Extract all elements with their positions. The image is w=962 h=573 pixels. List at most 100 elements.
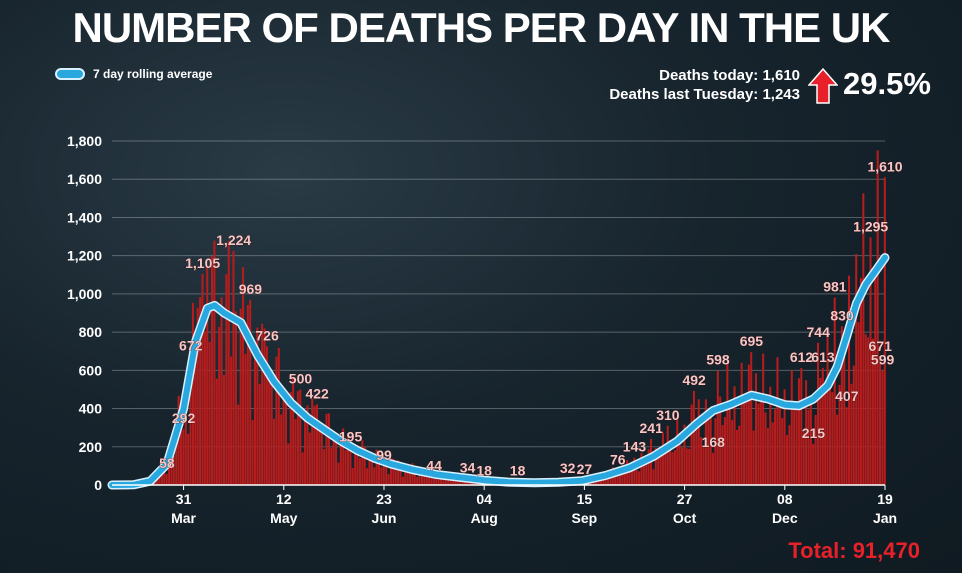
data-label: 407 [835,388,859,404]
daily-bar [339,433,342,485]
x-tick-month: Jun [372,510,397,526]
daily-bar [282,388,285,485]
daily-bar [232,251,235,485]
daily-bar [821,367,824,485]
daily-bar [249,299,252,485]
percent-change: 29.5% [843,66,931,101]
daily-bar [766,428,769,485]
daily-bar [833,297,836,485]
daily-bar [723,417,726,485]
daily-bar [628,465,631,485]
data-label: 695 [740,333,764,349]
y-tick-label: 400 [79,401,103,417]
daily-bar [261,323,264,485]
data-label: 99 [376,447,392,463]
data-label: 241 [640,420,664,436]
daily-bar [172,456,175,485]
daily-bar [358,458,361,485]
x-tick-day: 12 [276,491,292,507]
data-label: 32 [560,460,576,476]
daily-bar [785,434,789,485]
daily-bar [253,357,256,485]
daily-bar [382,466,385,485]
daily-bar [824,392,827,485]
red-up-arrow-icon [808,68,838,104]
legend-swatch-icon [55,68,85,80]
daily-bar [220,297,223,485]
data-label: 613 [811,349,835,365]
x-tick-day: 31 [176,491,192,507]
daily-bar [776,357,779,485]
daily-bar [299,389,302,485]
daily-bar [373,467,376,485]
data-label: 1,295 [853,219,888,235]
daily-bar [175,422,178,485]
daily-bar [645,462,648,485]
daily-bar [275,356,278,485]
daily-bar [712,452,715,485]
daily-bar [409,471,412,485]
daily-bar [838,385,841,485]
daily-bar [607,474,610,485]
daily-bar [187,433,190,485]
daily-bar [864,334,867,485]
daily-bar [778,404,781,485]
data-label: 492 [682,372,706,388]
daily-bar [681,447,684,485]
daily-bar [323,449,326,485]
daily-bar [406,466,409,485]
data-label: 726 [255,327,279,343]
daily-bar [201,273,204,485]
daily-bar [211,256,214,485]
daily-bar [256,327,259,485]
daily-bar [859,278,862,485]
daily-bar [695,427,698,485]
data-label: 58 [159,455,175,471]
deaths-last-tuesday: Deaths last Tuesday: 1,243 [609,86,800,103]
daily-bar [683,424,686,485]
data-label: 18 [510,463,526,479]
daily-bar [623,472,626,485]
daily-bar [308,432,311,485]
daily-bar [394,468,397,485]
x-tick-day: 04 [476,491,492,507]
data-label: 500 [289,370,313,386]
daily-bar [678,435,681,485]
data-label: 1,105 [185,255,220,271]
data-label: 27 [577,461,593,477]
daily-bar [733,386,736,485]
daily-bar [812,443,815,485]
daily-bar [263,328,266,485]
legend-label: 7 day rolling average [93,67,213,81]
daily-bar [659,453,662,485]
daily-bar [805,380,808,485]
daily-bar [370,457,373,485]
daily-bar [392,458,395,485]
daily-bar [237,404,240,485]
daily-bar [828,386,831,485]
x-tick-day: 23 [376,491,392,507]
daily-bar [437,479,440,485]
daily-bar [757,403,760,485]
y-tick-label: 1,400 [67,209,102,225]
daily-bar [191,302,194,485]
daily-bar [215,378,218,485]
data-label: 672 [179,338,203,354]
daily-bar [807,409,810,485]
daily-bar [633,457,636,485]
daily-bar [647,449,650,485]
daily-bar [783,389,786,485]
daily-bar [745,400,748,485]
data-label: 422 [305,385,329,401]
daily-bar [790,370,793,485]
daily-bar [294,419,297,485]
daily-bar [809,396,812,485]
daily-bar [826,331,829,485]
daily-bar [361,440,364,485]
daily-bar [284,395,287,485]
daily-bar [397,460,400,485]
data-label: 671 [869,338,893,354]
data-label: 969 [239,281,263,297]
x-tick-month: May [270,510,297,526]
